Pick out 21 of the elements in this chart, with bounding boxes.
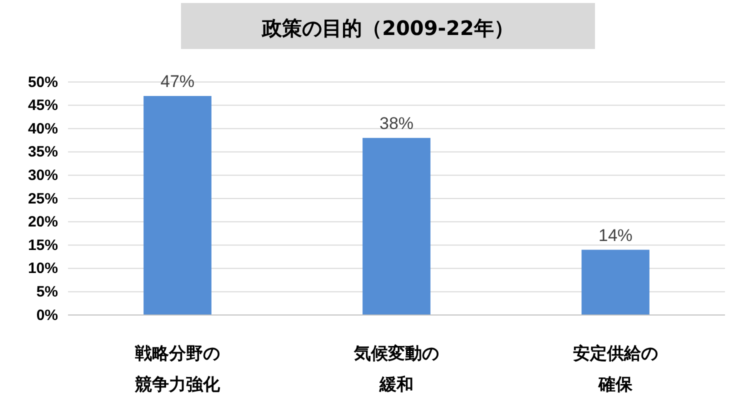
y-tick-label: 30% xyxy=(28,167,58,184)
x-tick-label: 安定供給の確保 xyxy=(573,344,658,394)
y-tick-label: 10% xyxy=(28,260,58,278)
chart-title: 政策の目的（2009-22年） xyxy=(261,16,514,40)
x-tick-label: 戦略分野の競争力強化 xyxy=(134,344,221,394)
y-tick-label: 45% xyxy=(28,97,58,114)
y-tick-label: 25% xyxy=(28,190,58,208)
bar xyxy=(582,250,650,315)
y-tick-label: 0% xyxy=(36,306,58,324)
data-label: 47% xyxy=(160,72,195,91)
data-label: 14% xyxy=(598,226,633,245)
x-tick-label: 気候変動の緩和 xyxy=(353,344,439,394)
y-tick-label: 20% xyxy=(28,214,58,231)
y-tick-label: 40% xyxy=(28,120,58,138)
bar xyxy=(362,138,430,315)
y-tick-label: 5% xyxy=(36,284,58,300)
y-tick-label: 50% xyxy=(28,74,58,91)
y-tick-label: 15% xyxy=(28,236,58,254)
y-tick-label: 35% xyxy=(28,144,58,161)
data-label: 38% xyxy=(379,114,414,133)
bar xyxy=(144,96,212,315)
